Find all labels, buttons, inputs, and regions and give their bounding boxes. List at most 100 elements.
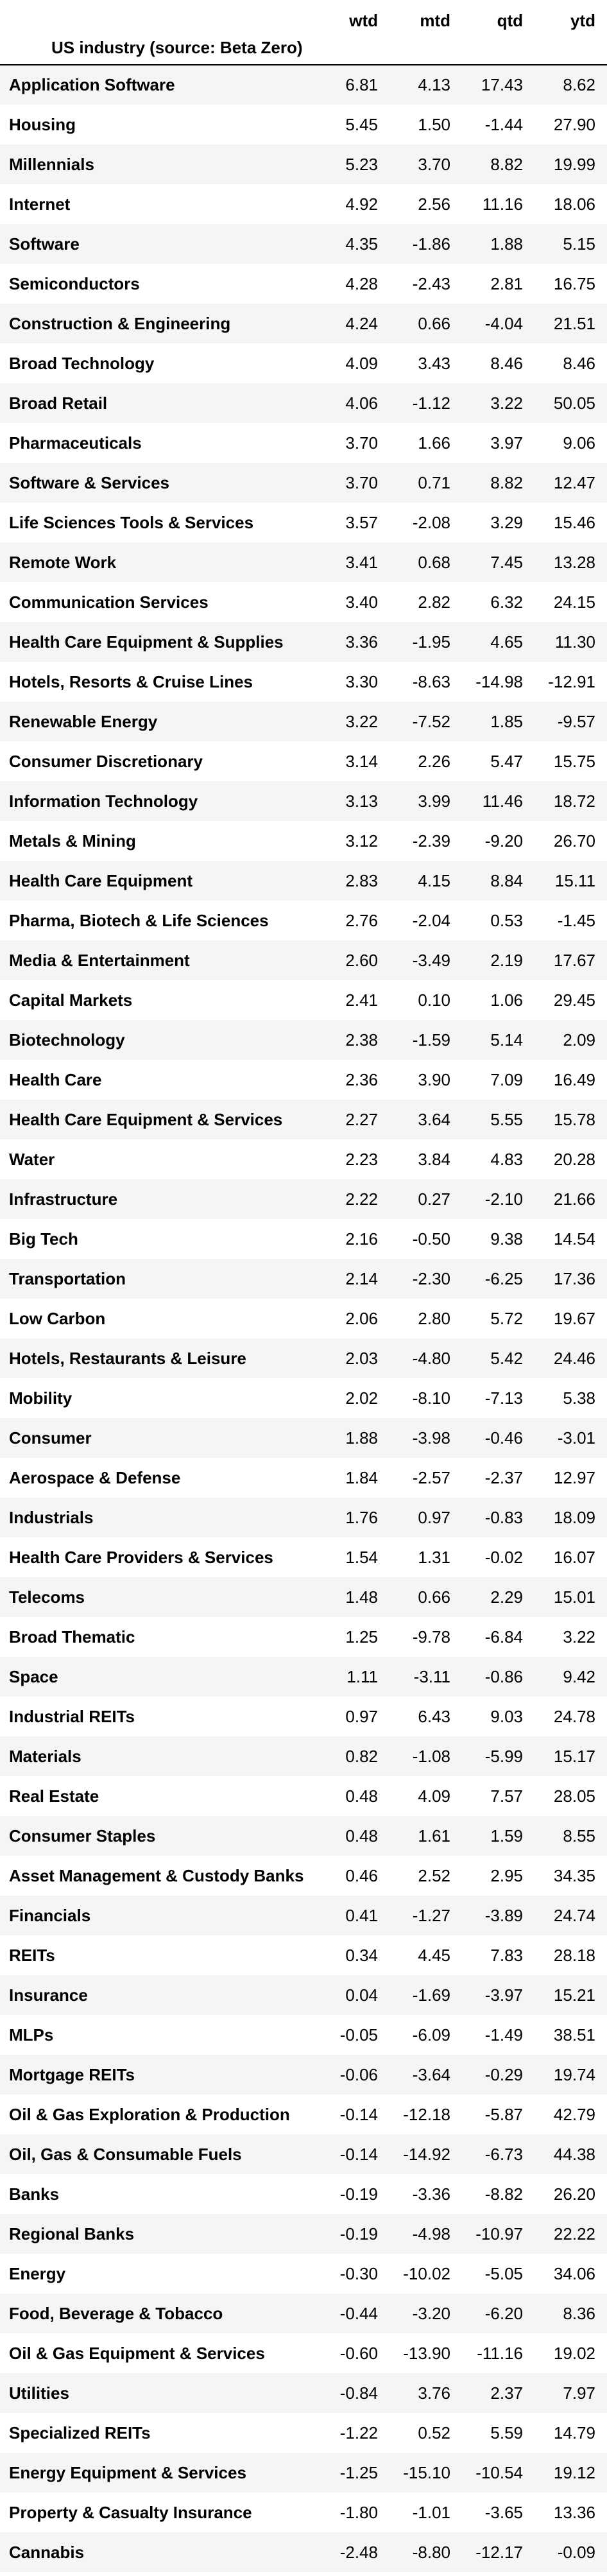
cell-wtd: 5.23: [345, 154, 378, 174]
cell-ytd: 28.18: [553, 1945, 595, 1965]
cell-wtd: 1.25: [345, 1627, 378, 1647]
cell-wtd: 3.57: [345, 512, 378, 532]
table-row: Oil & Gas Equipment & Services -0.60 -13.9…: [0, 2333, 607, 2373]
cell-ytd: 12.47: [553, 472, 595, 492]
cell-ytd: 18.09: [553, 1507, 595, 1527]
cell-qtd: 17.43: [481, 75, 523, 94]
row-industry-name: Broad Thematic: [9, 1627, 135, 1647]
cell-mtd: -6.09: [412, 2025, 450, 2044]
cell-ytd: 13.36: [553, 2502, 595, 2522]
cell-qtd: -0.02: [484, 1547, 523, 1567]
cell-wtd: -0.84: [339, 2383, 378, 2403]
cell-wtd: 3.70: [345, 472, 378, 492]
cell-ytd: 13.28: [553, 552, 595, 572]
table-row: Millennials 5.23 3.70 8.82 19.99: [0, 144, 607, 184]
cell-ytd: 24.78: [553, 1706, 595, 1726]
row-industry-name: Remote Work: [9, 552, 117, 572]
column-header-ytd: ytd: [570, 11, 595, 30]
table-row: Biotechnology 2.38 -1.59 5.14 2.09: [0, 1020, 607, 1060]
row-industry-name: Pharma, Biotech & Life Sciences: [9, 910, 269, 930]
cell-qtd: -0.83: [484, 1507, 523, 1527]
cell-mtd: 2.26: [418, 751, 450, 771]
cell-mtd: -1.86: [412, 234, 450, 254]
row-industry-name: Media & Entertainment: [9, 950, 190, 970]
table-row: Media & Entertainment 2.60 -3.49 2.19 17.67: [0, 940, 607, 980]
table-row: Health Care Providers & Services 1.54 1.31…: [0, 1537, 607, 1577]
cell-wtd: -2.48: [339, 2542, 378, 2562]
cell-qtd: 1.88: [490, 234, 523, 254]
cell-ytd: 19.67: [553, 1308, 595, 1328]
cell-ytd: 15.75: [553, 751, 595, 771]
cell-mtd: -2.39: [412, 831, 450, 851]
row-industry-name: Space: [9, 1666, 58, 1686]
cell-qtd: -1.44: [484, 114, 523, 134]
cell-ytd: -3.01: [557, 1428, 595, 1448]
table-row: Software & Services 3.70 0.71 8.82 12.47: [0, 463, 607, 503]
cell-mtd: 1.50: [418, 114, 450, 134]
cell-wtd: 2.02: [345, 1388, 378, 1408]
cell-qtd: 8.82: [490, 154, 523, 174]
cell-qtd: 7.45: [490, 552, 523, 572]
cell-mtd: -14.92: [403, 2144, 450, 2164]
index-header-spacer: [534, 31, 607, 65]
cell-wtd: 1.54: [345, 1547, 378, 1567]
row-industry-name: Consumer Discretionary: [9, 751, 203, 771]
row-industry-name: Mobility: [9, 1388, 73, 1408]
cell-ytd: 5.15: [563, 234, 595, 254]
cell-qtd: -7.13: [484, 1388, 523, 1408]
cell-wtd: 2.22: [345, 1189, 378, 1209]
table-row: Financials 0.41 -1.27 -3.89 24.74: [0, 1896, 607, 1935]
table-row: Life Sciences Tools & Services 3.57 -2.08 3…: [0, 503, 607, 542]
row-industry-name: Mortgage REITs: [9, 2064, 135, 2084]
table-row: Broad Retail 4.06 -1.12 3.22 50.05: [0, 383, 607, 423]
cell-mtd: 0.27: [418, 1189, 450, 1209]
cell-ytd: 14.54: [553, 1229, 595, 1249]
row-industry-name: Housing: [9, 114, 76, 134]
cell-ytd: 42.79: [553, 2104, 595, 2124]
row-industry-name: Food, Beverage & Tobacco: [9, 2303, 223, 2323]
cell-mtd: -12.18: [403, 2104, 450, 2124]
cell-qtd: -12.17: [475, 2542, 523, 2562]
cell-mtd: 3.90: [418, 1069, 450, 1089]
cell-qtd: -6.73: [484, 2144, 523, 2164]
cell-ytd: 44.38: [553, 2144, 595, 2164]
cell-ytd: 3.22: [563, 1627, 595, 1647]
cell-mtd: -7.52: [412, 711, 450, 731]
cell-mtd: 2.52: [418, 1865, 450, 1885]
cell-qtd: -14.98: [475, 671, 523, 691]
cell-wtd: -1.80: [339, 2502, 378, 2522]
cell-wtd: 0.34: [345, 1945, 378, 1965]
cell-mtd: 0.52: [418, 2423, 450, 2442]
table-row: Health Care 2.36 3.90 7.09 16.49: [0, 1060, 607, 1100]
table-row: Housing 5.45 1.50 -1.44 27.90: [0, 105, 607, 144]
row-industry-name: Financials: [9, 1905, 91, 1925]
table-row: Food, Beverage & Tobacco -0.44 -3.20 -6.20 8…: [0, 2294, 607, 2333]
cell-wtd: 3.14: [345, 751, 378, 771]
cell-qtd: 3.22: [490, 393, 523, 413]
cell-wtd: 2.76: [345, 910, 378, 930]
cell-wtd: 2.16: [345, 1229, 378, 1249]
cell-wtd: 3.36: [345, 632, 378, 652]
cell-qtd: -4.04: [484, 313, 523, 333]
cell-qtd: -8.82: [484, 2184, 523, 2204]
cell-qtd: 11.46: [482, 791, 523, 811]
index-header-row: US industry (source: Beta Zero): [0, 31, 607, 65]
cell-mtd: -1.12: [412, 393, 450, 413]
row-industry-name: Renewable Energy: [9, 711, 158, 731]
row-industry-name: Life Sciences Tools & Services: [9, 512, 254, 532]
cell-qtd: 4.83: [490, 1149, 523, 1169]
cell-ytd: 20.28: [553, 1149, 595, 1169]
cell-ytd: 8.62: [563, 75, 595, 94]
row-industry-name: Industrial REITs: [9, 1706, 135, 1726]
row-industry-name: Internet: [9, 194, 71, 214]
row-industry-name: Semiconductors: [9, 273, 140, 293]
cell-mtd: -1.01: [412, 2502, 450, 2522]
cell-ytd: 21.66: [553, 1189, 595, 1209]
cell-qtd: 7.83: [490, 1945, 523, 1965]
cell-ytd: 16.49: [553, 1069, 595, 1089]
table-row: Industrial REITs 0.97 6.43 9.03 24.78: [0, 1697, 607, 1736]
cell-qtd: -5.99: [484, 1746, 523, 1766]
table-row: Oil, Gas & Consumable Fuels -0.14 -14.92 -6…: [0, 2134, 607, 2174]
cell-qtd: 2.81: [490, 273, 523, 293]
cell-qtd: 5.14: [490, 1030, 523, 1050]
